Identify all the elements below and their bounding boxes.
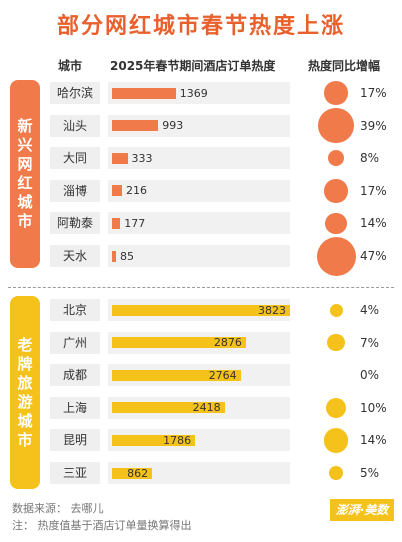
bar-value-label: 2764 — [208, 368, 237, 382]
bar — [112, 369, 241, 381]
bar — [112, 217, 121, 229]
growth-label: 17% — [360, 183, 387, 198]
city-label: 北京 — [50, 299, 100, 321]
bar-value-label: 333 — [131, 151, 153, 165]
bar — [112, 120, 159, 132]
footnote: 注： 热度值基于酒店订单量换算得出 — [12, 519, 192, 532]
bar-value-label: 993 — [162, 119, 184, 133]
growth-label: 5% — [360, 466, 380, 480]
city-label: 上海 — [50, 396, 100, 419]
city-label: 成都 — [50, 364, 100, 387]
bar-value-label: 2876 — [213, 336, 242, 350]
group-label-char: 市 — [17, 212, 33, 230]
group-label-char: 旅 — [17, 373, 33, 392]
bar-value-label: 177 — [124, 216, 146, 230]
growth-bubble — [329, 303, 343, 317]
growth-label: 0% — [360, 368, 380, 383]
bar — [112, 87, 176, 99]
growth-label: 17% — [360, 86, 387, 100]
growth-label: 14% — [360, 216, 387, 231]
bar-track — [108, 179, 290, 202]
bar-track — [108, 147, 290, 170]
city-label: 天水 — [50, 245, 100, 267]
bar-track — [108, 245, 290, 267]
source-note: 数据来源： 去哪儿 — [12, 502, 104, 515]
growth-bubble — [327, 334, 345, 352]
growth-bubble — [323, 428, 349, 453]
bar-value-label: 862 — [127, 466, 149, 480]
group-label-char: 城 — [17, 411, 33, 430]
header-heat: 2025年春节期间酒店订单热度 — [110, 59, 276, 73]
growth-label: 47% — [360, 249, 387, 263]
growth-bubble — [328, 465, 344, 481]
group-label-new: 新兴网红城市 — [10, 80, 40, 268]
growth-bubble — [325, 212, 347, 235]
chart-title: 部分网红城市春节热度上涨 — [56, 14, 345, 39]
city-label: 大同 — [50, 147, 100, 170]
bar — [112, 185, 123, 197]
growth-bubble — [318, 107, 354, 144]
city-label: 广州 — [50, 331, 100, 354]
group-divider — [8, 287, 394, 288]
bar — [112, 434, 196, 446]
growth-bubble — [325, 397, 347, 419]
growth-label: 14% — [360, 433, 387, 448]
growth-label: 8% — [360, 151, 380, 166]
bar-value-label: 1369 — [179, 86, 208, 100]
growth-label: 10% — [360, 400, 387, 415]
bar — [112, 402, 225, 414]
growth-label: 7% — [360, 335, 380, 350]
bar-value-label: 85 — [119, 249, 134, 263]
city-label: 阿勒泰 — [50, 212, 100, 235]
group-label-char: 牌 — [17, 354, 33, 373]
city-label: 淄博 — [50, 179, 100, 202]
city-label: 昆明 — [50, 429, 100, 452]
bar-value-label: 216 — [126, 184, 148, 198]
group-label-char: 兴 — [17, 136, 33, 154]
growth-label: 39% — [360, 118, 387, 133]
bar-value-label: 1786 — [163, 433, 192, 447]
growth-bubble — [324, 179, 348, 203]
group-label-char: 游 — [17, 392, 33, 411]
group-label-char: 老 — [17, 335, 33, 354]
group-label-char: 城 — [17, 193, 33, 211]
city-label: 三亚 — [50, 462, 100, 484]
city-label: 汕头 — [50, 114, 100, 137]
bar-value-label: 2418 — [192, 401, 221, 415]
header-growth: 热度同比增幅 — [308, 59, 381, 73]
bar — [112, 152, 128, 164]
bar-value-label: 3823 — [258, 303, 286, 317]
group-label-char: 新 — [17, 117, 33, 135]
group-label-char: 网 — [17, 155, 33, 173]
group-label-char: 市 — [17, 430, 33, 449]
bar — [112, 250, 116, 262]
growth-label: 4% — [360, 303, 380, 317]
growth-bubble — [324, 81, 348, 105]
city-label: 哈尔滨 — [50, 82, 100, 104]
growth-bubble — [327, 150, 345, 167]
bar — [112, 337, 246, 349]
publisher-logo: 澎湃·美数课 — [330, 499, 394, 539]
growth-bubble — [316, 236, 356, 276]
group-label-old: 老牌旅游城市 — [10, 296, 40, 489]
group-label-char: 红 — [17, 174, 33, 192]
bar — [112, 304, 290, 316]
bar-track — [108, 462, 290, 484]
bar — [112, 467, 153, 479]
header-city: 城市 — [58, 59, 83, 73]
bar-track — [108, 212, 290, 235]
